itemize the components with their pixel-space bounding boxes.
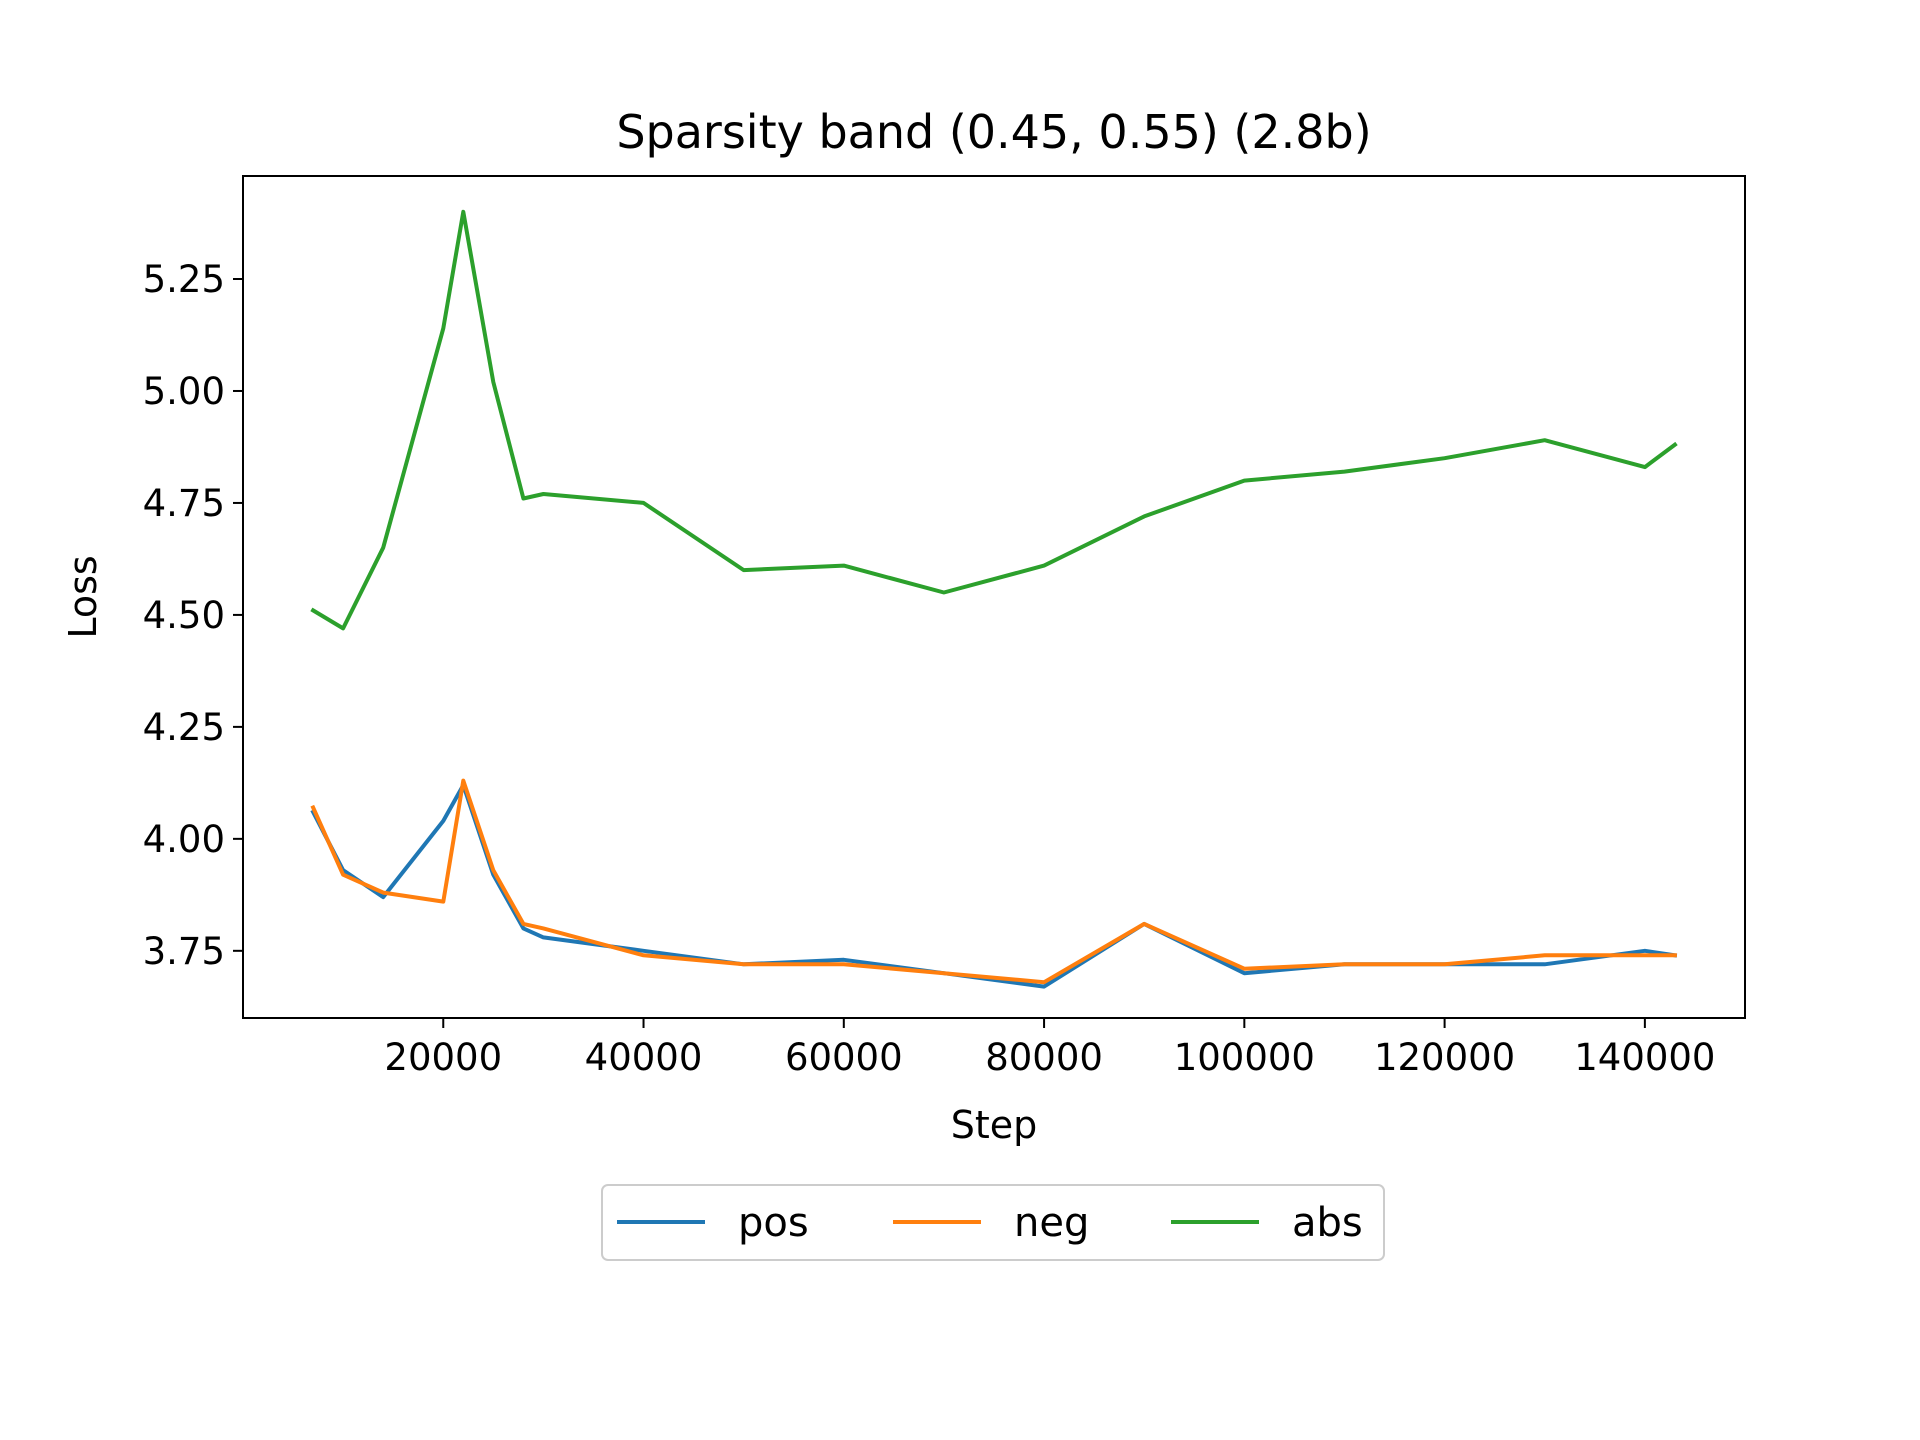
x-tick-label: 60000 <box>785 1036 903 1079</box>
y-tick-label: 5.25 <box>143 258 225 301</box>
x-tick-label: 40000 <box>585 1036 703 1079</box>
x-tick-label: 20000 <box>384 1036 502 1079</box>
x-tick-label: 120000 <box>1374 1036 1515 1079</box>
chart-title: Sparsity band (0.45, 0.55) (2.8b) <box>616 105 1371 159</box>
legend-label-abs: abs <box>1292 1200 1363 1246</box>
legend-label-pos: pos <box>738 1200 809 1246</box>
legend-box <box>601 1184 1385 1261</box>
series-line-abs <box>310 209 1678 631</box>
x-axis: 20000 40000 60000 80000 100000 120000 140000 <box>384 1018 1715 1079</box>
x-tick-label: 100000 <box>1174 1036 1315 1079</box>
legend: pos neg abs <box>601 1184 1385 1261</box>
series-layer <box>310 209 1678 989</box>
y-tick-label: 4.50 <box>143 594 225 637</box>
y-axis: 3.75 4.00 4.25 4.50 4.75 5.00 5.25 <box>143 258 243 973</box>
y-tick-label: 3.75 <box>143 930 225 973</box>
plot-frame <box>242 175 1746 1019</box>
series-line-neg <box>310 778 1677 985</box>
y-tick-label: 5.00 <box>143 370 225 413</box>
series-line-pos <box>310 783 1678 989</box>
y-tick-label: 4.00 <box>143 818 225 861</box>
x-axis-label: Step <box>951 1103 1038 1147</box>
x-tick-label: 80000 <box>985 1036 1103 1079</box>
y-axis-label: Loss <box>61 555 105 638</box>
y-tick-label: 4.25 <box>143 706 225 749</box>
legend-label-neg: neg <box>1014 1200 1089 1246</box>
x-tick-label: 140000 <box>1574 1036 1715 1079</box>
y-tick-label: 4.75 <box>143 482 225 525</box>
